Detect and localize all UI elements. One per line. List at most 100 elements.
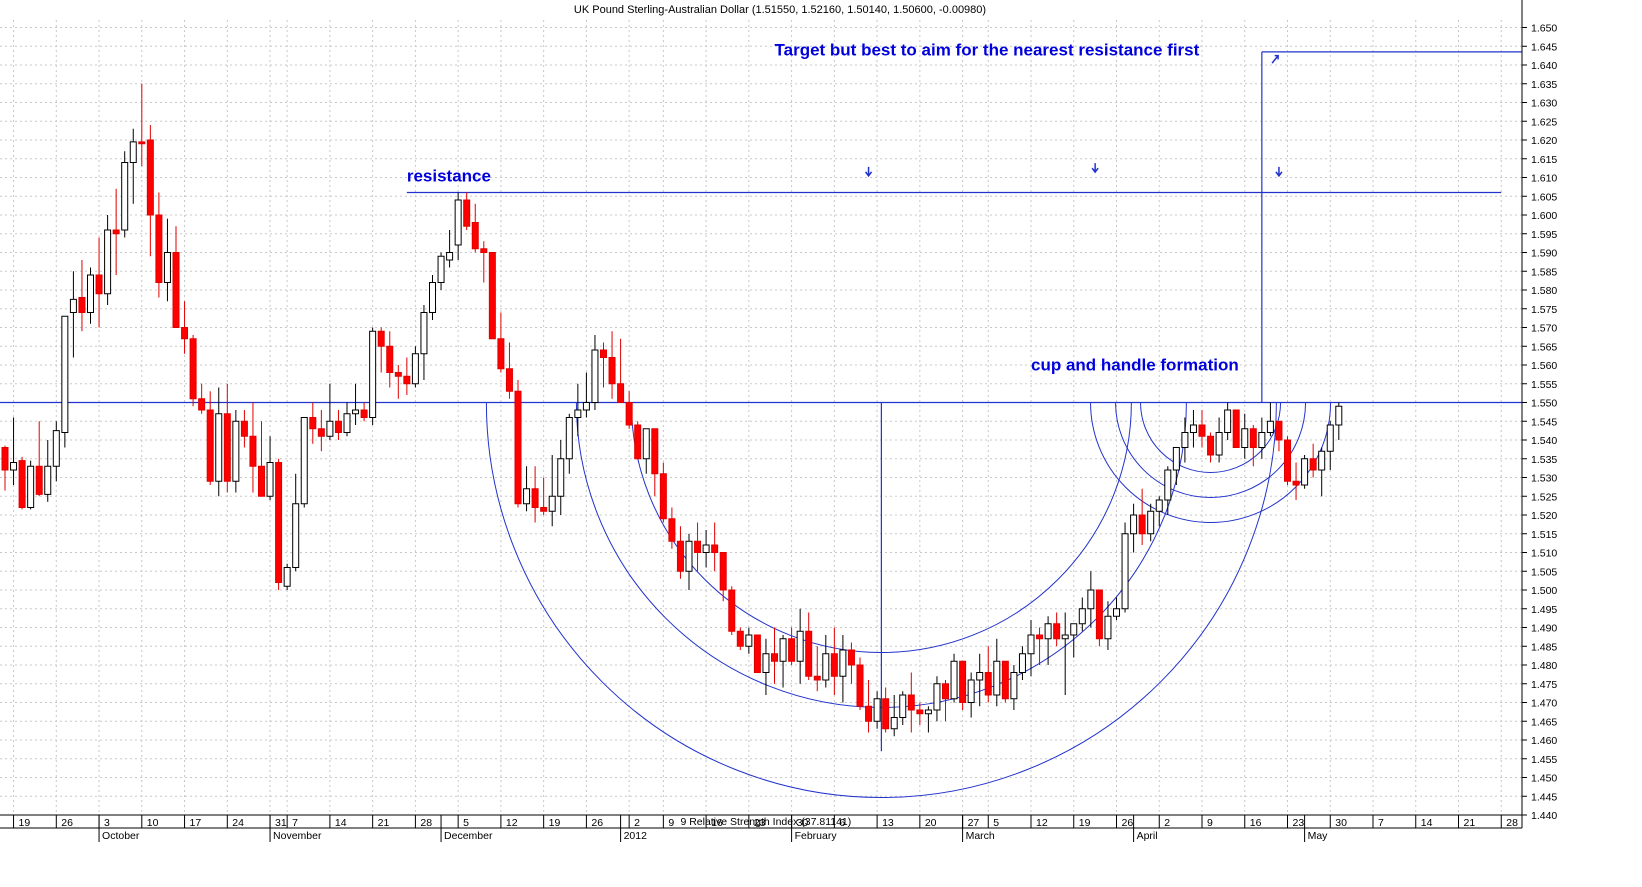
candle [719,552,727,602]
x-tick-label: 19 [1079,817,1091,829]
y-tick-label: 1.560 [1531,360,1557,372]
candle [1241,413,1249,459]
candle-body [300,417,308,505]
candle [651,428,659,497]
candle [1001,660,1009,703]
candle-body [771,653,778,662]
candle-body [813,675,821,681]
candle-body [565,417,573,460]
candle-body [95,274,103,295]
candle [916,702,924,725]
candle [95,237,103,328]
annotation-label: Target but best to aim for the nearest r… [775,41,1200,60]
candle [454,192,462,260]
candle-body [685,540,693,572]
candle [1207,432,1215,463]
x-tick-label: 23 [1293,817,1305,829]
candle [334,410,342,440]
candle [1155,496,1163,527]
candle-body [27,465,35,508]
candle-body [52,430,60,467]
y-tick-label: 1.505 [1531,566,1557,578]
candle-body [352,409,360,415]
candle [112,188,120,275]
candle-body [779,638,787,662]
x-tick-label: 28 [420,817,432,829]
candle [548,455,556,527]
y-tick-label: 1.595 [1531,229,1557,241]
handle-arc-middle [1115,402,1307,498]
candle [189,335,197,407]
candle-body [258,465,265,497]
candle-body [865,705,873,722]
candle [899,691,907,725]
candle-body [1258,432,1266,448]
candle [377,327,385,373]
candle [1078,597,1086,632]
candle-body [967,679,975,703]
candle-body [822,653,830,681]
y-tick-label: 1.515 [1531,529,1557,541]
candle-body [437,255,445,283]
month-label: April [1137,830,1158,842]
candle-body [411,353,419,385]
candle-body [1036,634,1044,640]
y-tick-label: 1.580 [1531,285,1557,297]
candle-body [189,338,197,400]
candle [463,192,471,230]
x-tick-label: 9 [1207,817,1213,829]
candle-body [463,199,471,227]
candle-body [950,660,958,700]
x-tick-label: 9 [668,817,674,829]
candle [1010,665,1018,710]
y-tick-label: 1.650 [1531,23,1557,35]
x-tick-label: 16 [1250,817,1262,829]
candle [1053,612,1061,647]
candle-body [1164,469,1172,501]
candle-body [600,349,607,358]
candle [882,687,890,733]
candle-body [223,413,231,482]
candle [753,634,761,673]
candle [146,125,154,257]
candle [429,275,436,320]
candle [249,402,257,493]
candle [505,342,513,399]
candle [540,477,548,515]
candle-body [676,540,684,572]
candle [694,522,702,572]
candle-body [232,420,240,482]
candle-body [1113,608,1120,617]
candle [1121,522,1129,613]
candle [343,402,351,437]
y-tick-label: 1.455 [1531,754,1557,766]
resistance-arrow-1 [864,166,873,178]
candle-body [728,589,736,632]
candle [1215,417,1223,463]
candle-body [360,409,368,418]
x-tick-label: 6 [839,817,845,829]
candle [69,271,77,358]
candle-body [488,252,496,340]
y-tick-label: 1.635 [1531,79,1557,91]
candle [762,638,770,695]
candle [394,365,402,399]
candle [10,417,18,485]
candle [172,226,180,328]
candle [300,417,308,508]
x-tick-label: 19 [19,817,31,829]
candle [1113,597,1120,620]
candle-body [1335,405,1343,426]
candles [1,83,1343,737]
candle [1172,447,1180,485]
candle [856,657,864,710]
candle-body [1215,432,1223,456]
candle [403,357,411,395]
candle-body [266,462,274,497]
candle [411,346,419,388]
x-tick-label: 28 [1506,817,1518,829]
candle [736,627,744,650]
candle [1104,601,1112,650]
candle [129,128,137,204]
